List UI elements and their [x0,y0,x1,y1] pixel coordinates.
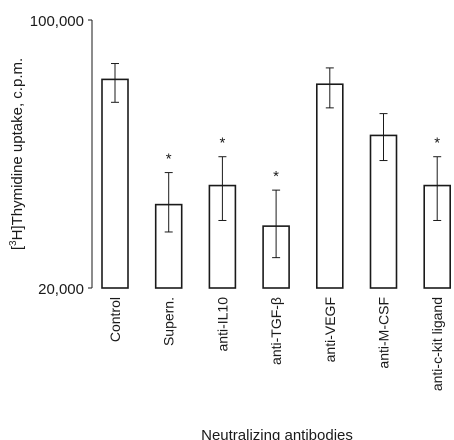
significance-marker-anti-il10: * [219,135,225,152]
x-tick-label-anti-m-csf: anti-M-CSF [376,297,392,369]
y-axis: 100,000 20,000 [3H]Thymidine uptake, c.p… [8,13,93,298]
error-bar-control [111,63,119,103]
significance-markers-group: * * * * [166,135,441,185]
error-bar-anti-m-csf [379,113,388,162]
x-tick-label-anti-c-kit-ligand: anti-c-kit ligand [429,297,445,391]
x-tick-label-supern: Supern. [161,297,177,346]
error-bar-anti-vegf [325,67,334,109]
error-bar-anti-tgf [272,189,281,259]
error-bar-supern [164,172,173,233]
x-tick-label-anti-il10: anti-IL10 [214,297,230,352]
significance-marker-anti-c-kit-ligand: * [434,135,440,152]
y-axis-title: [3H]Thymidine uptake, c.p.m. [8,58,26,250]
significance-marker-anti-tgf: * [273,168,279,185]
x-tick-labels-group: Control Supern. anti-IL10 anti-TGF-β anti-VE… [107,297,445,391]
bar-anti-m-csf [369,134,398,289]
bar-control [101,78,129,289]
x-tick-label-anti-vegf: anti-VEGF [322,297,338,362]
y-tick-label-min: 20,000 [38,281,84,298]
x-tick-label-control: Control [107,297,123,342]
y-tick-label-max: 100,000 [30,13,84,30]
error-bar-anti-il10 [218,156,227,221]
significance-marker-supern: * [166,151,172,168]
bars-group [101,78,452,289]
error-bar-anti-c-kit-ligand [433,156,442,221]
x-axis-title: Neutralizing antibodies [201,427,353,440]
error-bars-group [111,63,442,259]
bar-anti-vegf [315,83,344,289]
x-tick-label-anti-tgf: anti-TGF-β [268,297,284,365]
